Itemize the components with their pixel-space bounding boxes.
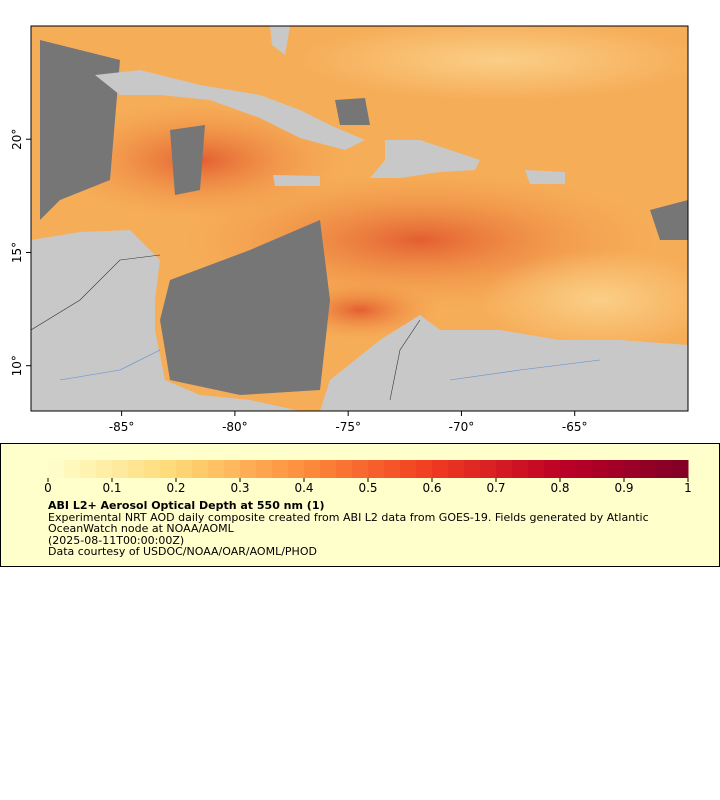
colorbar-step [480, 460, 497, 478]
colorbar-tick-label: 0.6 [422, 481, 441, 495]
colorbar-step [304, 460, 321, 478]
colorbar-step [368, 460, 385, 478]
legend-text: ABI L2+ Aerosol Optical Depth at 550 nm … [48, 500, 688, 558]
colorbar-step [336, 460, 353, 478]
colorbar-step [608, 460, 625, 478]
colorbar-step [672, 460, 689, 478]
colorbar-step [624, 460, 641, 478]
map-frame [30, 25, 689, 412]
colorbar-step [496, 460, 513, 478]
y-tick-label: 15° [10, 242, 24, 263]
y-tick-label: 20° [10, 129, 24, 150]
colorbar-tick-label: 0.7 [486, 481, 505, 495]
colorbar-step [416, 460, 433, 478]
colorbar-step [64, 460, 81, 478]
legend-title: ABI L2+ Aerosol Optical Depth at 550 nm … [48, 499, 325, 512]
colorbar-step [352, 460, 369, 478]
colorbar-step [432, 460, 449, 478]
colorbar-step [48, 460, 65, 478]
colorbar-step [256, 460, 273, 478]
colorbar-step [240, 460, 257, 478]
x-tick-label: -65° [562, 420, 588, 434]
colorbar-step [208, 460, 225, 478]
colorbar-tick-label: 0 [44, 481, 52, 495]
colorbar-step [384, 460, 401, 478]
colorbar-step [320, 460, 337, 478]
colorbar-tick-label: 0.4 [294, 481, 313, 495]
colorbar-step [512, 460, 529, 478]
colorbar-tick-label: 0.5 [358, 481, 377, 495]
colorbar-tick-label: 1 [684, 481, 692, 495]
x-tick-label: -70° [449, 420, 475, 434]
colorbar-tick-label: 0.9 [614, 481, 633, 495]
colorbar-step [560, 460, 577, 478]
colorbar-tick-label: 0.1 [102, 481, 121, 495]
colorbar-step [448, 460, 465, 478]
colorbar-step [592, 460, 609, 478]
colorbar-step [528, 460, 545, 478]
x-tick-label: -85° [109, 420, 135, 434]
colorbar-step [640, 460, 657, 478]
colorbar-step [656, 460, 673, 478]
colorbar-step [160, 460, 177, 478]
colorbar: 0 0.1 0.2 0.3 0.4 0.5 0.6 0.7 0.8 0.9 1 [44, 460, 692, 495]
legend-description: Experimental NRT AOD daily composite cre… [48, 510, 649, 535]
colorbar-step [128, 460, 145, 478]
colorbar-step [288, 460, 305, 478]
colorbar-step [112, 460, 129, 478]
colorbar-step [80, 460, 97, 478]
legend-time: (2025-08-11T00:00:00Z) [48, 533, 185, 547]
colorbar-step [576, 460, 593, 478]
colorbar-tick-label: 0.2 [166, 481, 185, 495]
x-tick-label: -80° [222, 420, 248, 434]
legend-credit: Data courtesy of USDOC/NOAA/OAR/AOML/PHO… [48, 545, 317, 558]
colorbar-tick-label: 0.8 [550, 481, 569, 495]
colorbar-step [224, 460, 241, 478]
colorbar-step [464, 460, 481, 478]
x-tick-label: -75° [335, 420, 361, 434]
colorbar-step [192, 460, 209, 478]
colorbar-step [96, 460, 113, 478]
colorbar-step [544, 460, 561, 478]
colorbar-tick-label: 0.3 [230, 481, 249, 495]
y-tick-label: 10° [10, 355, 24, 376]
colorbar-step [400, 460, 417, 478]
colorbar-step [272, 460, 289, 478]
map-image [31, 26, 688, 411]
colorbar-step [176, 460, 193, 478]
colorbar-step [144, 460, 161, 478]
